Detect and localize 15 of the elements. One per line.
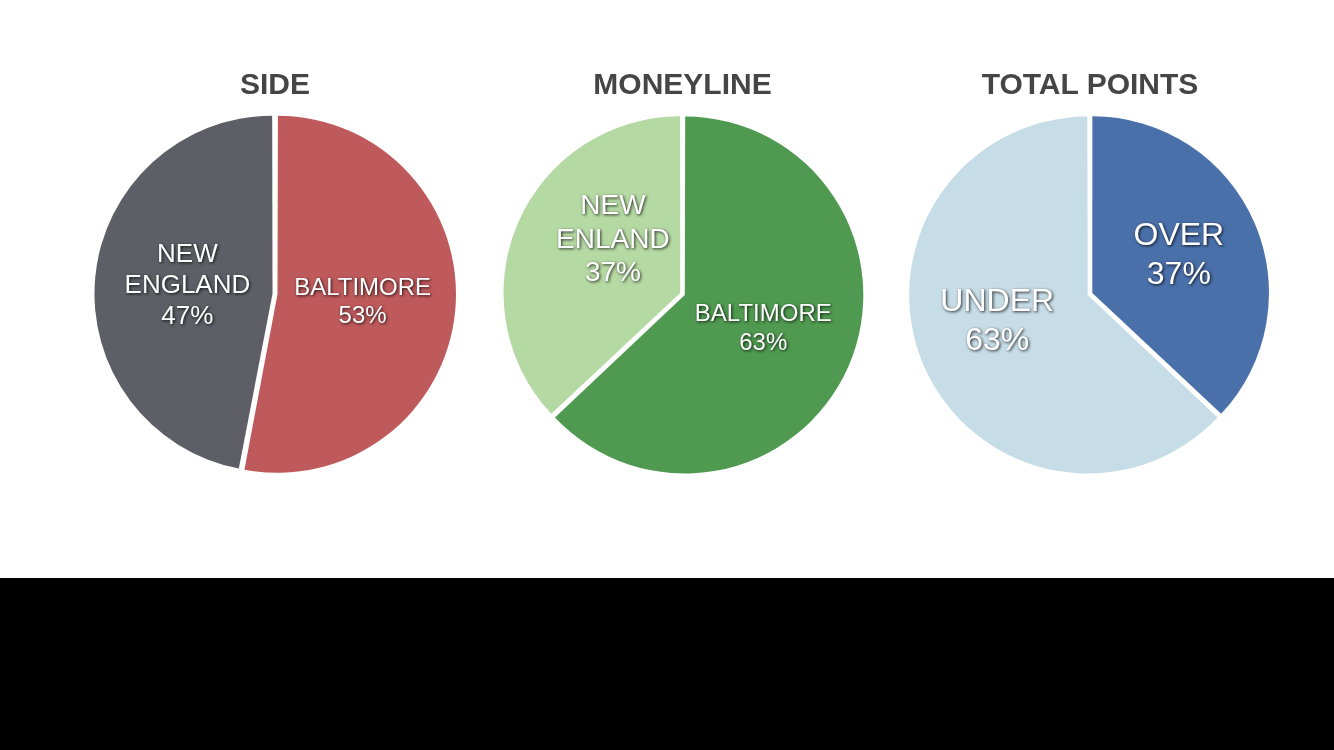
- chart-title: SIDE: [239, 67, 311, 101]
- chart-title: MONEYLINE: [593, 67, 772, 101]
- data-label: 63%: [965, 320, 1030, 357]
- data-label: 63%: [739, 327, 788, 355]
- slice-label: BALTIMORE: [294, 272, 432, 300]
- slice-label: UNDER: [940, 282, 1055, 319]
- slice-label: NEW ENGLAND: [124, 237, 251, 299]
- data-label: 37%: [1146, 254, 1211, 291]
- slice-label: NEW ENLAND: [556, 189, 670, 254]
- data-label: 47%: [161, 300, 214, 331]
- slice-label: BALTIMORE: [694, 299, 832, 327]
- data-label: 37%: [584, 256, 641, 288]
- data-label: 53%: [338, 301, 387, 329]
- slice-label: OVER: [1133, 216, 1225, 253]
- chart-title: TOTAL POINTS: [981, 67, 1199, 101]
